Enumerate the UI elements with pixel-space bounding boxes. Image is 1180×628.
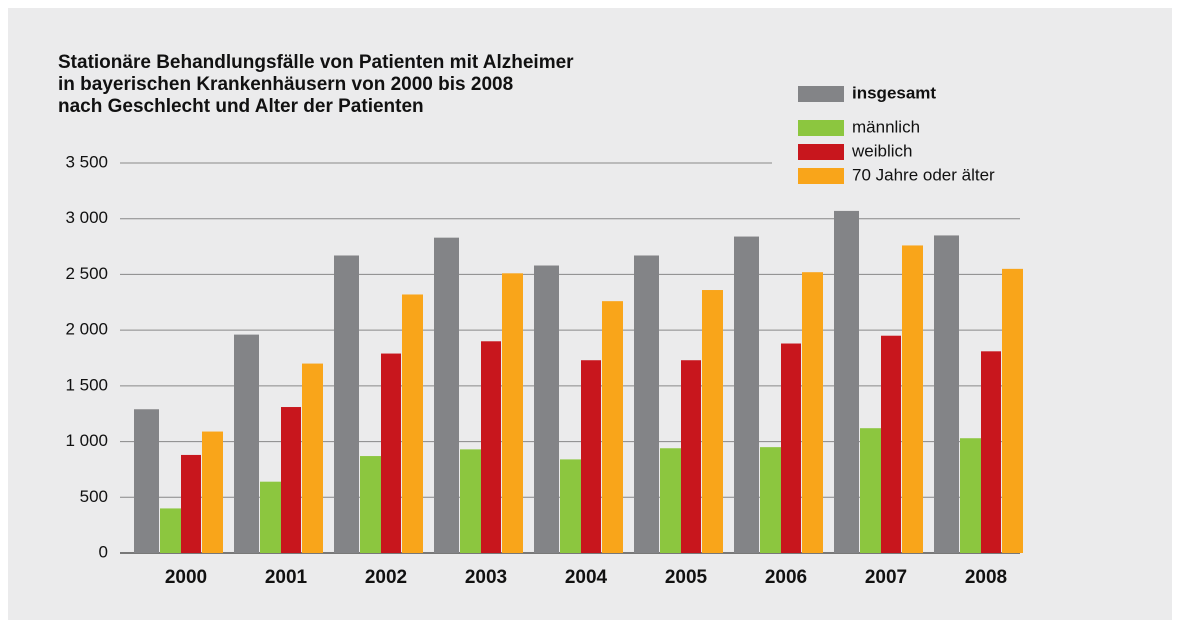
chart-title: Stationäre Behandlungsfälle von Patiente… — [58, 52, 574, 73]
x-tick-label: 2006 — [765, 567, 807, 588]
legend-label: weiblich — [851, 141, 912, 160]
bar — [802, 272, 823, 553]
x-tick-label: 2008 — [965, 567, 1007, 588]
chart-title: nach Geschlecht und Alter der Patienten — [58, 96, 424, 117]
bar — [502, 273, 523, 553]
bar — [860, 428, 881, 553]
bar — [660, 448, 681, 553]
x-tick-label: 2002 — [365, 567, 407, 588]
bar — [881, 335, 901, 553]
bar — [381, 353, 401, 553]
y-tick-label: 500 — [80, 487, 108, 506]
legend-swatch — [798, 144, 844, 160]
bar — [902, 245, 923, 553]
bar — [934, 235, 959, 553]
x-tick-label: 2000 — [165, 567, 207, 588]
bar — [702, 290, 723, 553]
bar — [560, 459, 581, 553]
legend-swatch — [798, 86, 844, 102]
y-tick-label: 2 500 — [65, 264, 108, 283]
bar — [260, 481, 281, 553]
bar — [981, 351, 1001, 553]
bar — [460, 449, 481, 553]
legend-label: 70 Jahre oder älter — [852, 165, 995, 184]
bar — [581, 360, 601, 553]
bar — [134, 409, 159, 553]
bar — [434, 237, 459, 553]
bar — [1002, 268, 1023, 553]
bar — [202, 431, 223, 553]
y-tick-label: 1 500 — [65, 375, 108, 394]
legend-swatch — [798, 168, 844, 184]
bar — [181, 454, 201, 553]
bar — [760, 447, 781, 553]
x-tick-label: 2004 — [565, 567, 608, 588]
bar — [160, 508, 181, 553]
bar — [234, 334, 259, 553]
x-tick-label: 2005 — [665, 567, 708, 588]
chart-title: in bayerischen Krankenhäusern von 2000 b… — [58, 74, 513, 95]
bar — [360, 456, 381, 553]
bar — [334, 255, 359, 553]
bar — [534, 265, 559, 553]
bar — [634, 255, 659, 553]
bar — [834, 210, 859, 553]
legend-swatch — [798, 120, 844, 136]
y-tick-label: 1 000 — [65, 431, 108, 450]
bar — [781, 343, 801, 553]
y-tick-label: 3 500 — [65, 152, 108, 171]
legend-label: insgesamt — [852, 83, 936, 102]
y-tick-label: 0 — [99, 542, 108, 561]
x-tick-label: 2007 — [865, 567, 907, 588]
bar — [681, 360, 701, 553]
legend-label: männlich — [852, 117, 920, 136]
bar — [302, 363, 323, 553]
bar — [402, 294, 423, 553]
x-tick-label: 2001 — [265, 567, 308, 588]
y-tick-label: 3 000 — [65, 208, 108, 227]
x-tick-label: 2003 — [465, 567, 507, 588]
y-tick-label: 2 000 — [65, 320, 108, 339]
bar — [481, 341, 501, 553]
bar — [960, 438, 981, 553]
bar — [281, 407, 301, 553]
bar — [734, 236, 759, 554]
bar — [602, 301, 623, 553]
